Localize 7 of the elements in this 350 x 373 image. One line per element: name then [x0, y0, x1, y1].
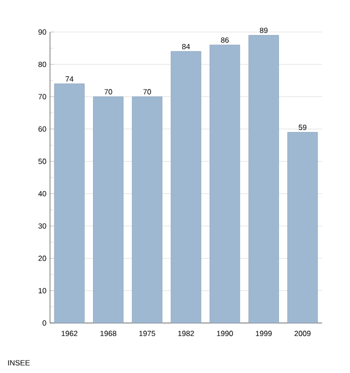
bar: [210, 44, 240, 324]
bar: [132, 96, 162, 324]
bar: [287, 132, 318, 324]
bar: [93, 96, 124, 324]
bar: [54, 84, 85, 324]
bar: [248, 35, 279, 324]
bar: [170, 51, 202, 324]
